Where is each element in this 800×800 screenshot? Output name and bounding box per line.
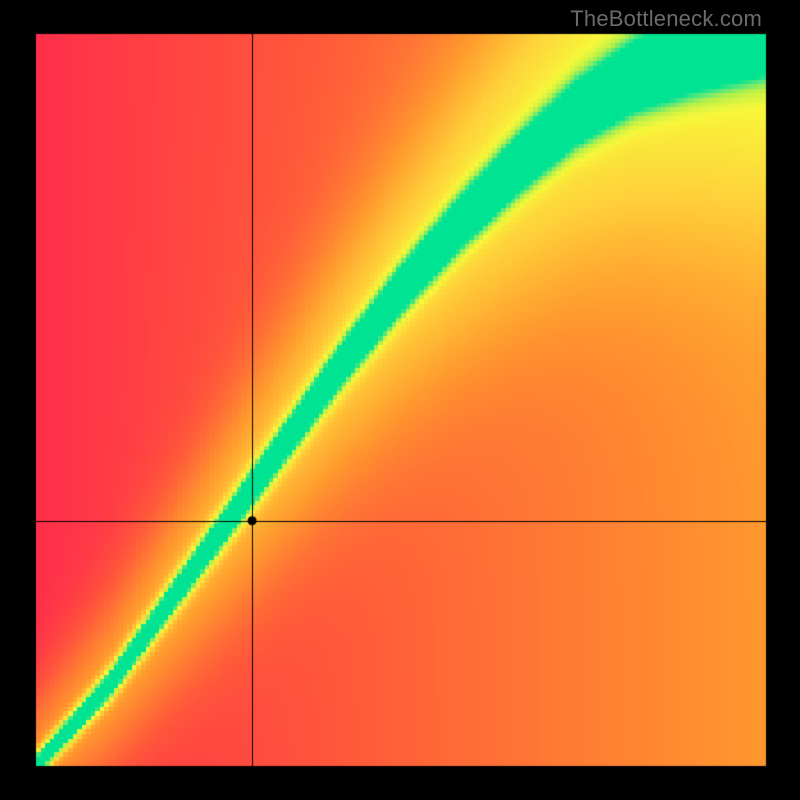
chart-container: TheBottleneck.com [0,0,800,800]
watermark-label: TheBottleneck.com [570,6,762,32]
heatmap-canvas [0,0,800,800]
